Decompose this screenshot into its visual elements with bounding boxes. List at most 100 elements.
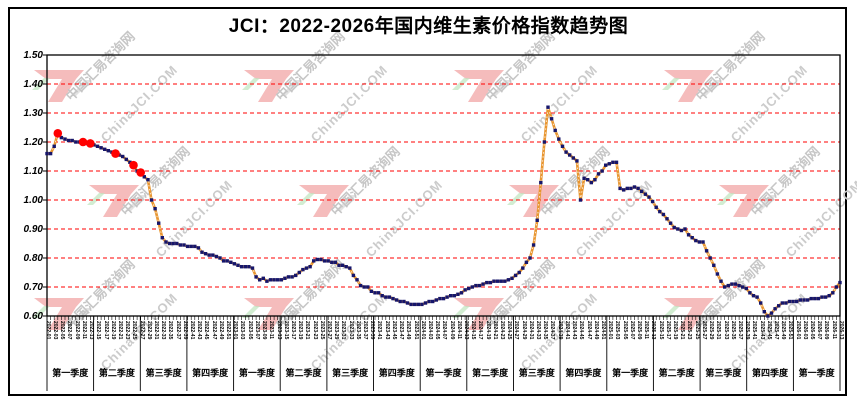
x-axis-label: 2025-23 [686, 321, 693, 340]
x-axis-label: 2025-05 [621, 321, 628, 340]
x-axis-label: 2024-03 [426, 321, 433, 340]
jci-logo-watermark [240, 292, 306, 343]
x-axis-label: 2023-41 [376, 321, 383, 340]
x-axis-label: 2024-13 [462, 321, 469, 340]
x-axis-label: 2025-03 [614, 321, 621, 340]
x-axis-label: 2024-49 [592, 321, 599, 340]
x-axis-label: 2022-51 [225, 321, 231, 340]
quarter-label: 第二季度 [285, 368, 322, 378]
x-axis-label: 2023-19 [297, 321, 304, 340]
quarter-label: 第一季度 [798, 368, 835, 378]
x-axis-label: 2022-47 [210, 321, 217, 340]
y-axis-label: 1.30 [23, 107, 43, 119]
x-axis-label: 2023-05 [246, 321, 253, 340]
x-axis-label: 2022-07 [66, 321, 73, 340]
x-axis-label: 2024-05 [434, 321, 441, 340]
x-axis-label: 2026-03 [801, 321, 808, 340]
x-axis-label: 2023-43 [383, 321, 390, 340]
x-axis-label: 2022-11 [80, 321, 87, 340]
x-axis-label: 2025-37 [736, 321, 743, 340]
x-axis-label: 2024-33 [535, 321, 541, 340]
x-axis-label: 2024-07 [441, 321, 448, 340]
x-axis-label: 2023-45 [390, 321, 397, 340]
x-axis-label: 2025-01 [607, 321, 614, 340]
x-axis-label: 2024-11 [455, 321, 462, 340]
x-axis-label: 2022-39 [181, 321, 188, 340]
x-axis-label: 2025-13 [650, 321, 657, 340]
x-axis-label: 2024-41 [563, 321, 570, 340]
quarter-label: 第二季度 [658, 368, 695, 378]
x-axis-label: 2026-01 [794, 321, 801, 340]
x-axis-label: 2025-09 [635, 321, 642, 340]
x-axis-label: 2024-37 [549, 321, 556, 340]
x-axis-label: 2022-35 [167, 321, 174, 340]
jci-logo-watermark [85, 179, 151, 230]
x-axis-label: 2024-45 [578, 321, 585, 340]
y-axis-label: 0.90 [23, 223, 43, 235]
x-axis-label: 2022-49 [217, 321, 224, 340]
quarter-label: 第四季度 [565, 368, 602, 378]
x-axis-label: 2022-09 [73, 321, 80, 340]
x-axis-label: 2022-37 [174, 321, 181, 340]
x-axis-label: 2023-21 [304, 321, 311, 340]
quarter-label: 第一季度 [238, 368, 275, 378]
x-axis-label: 2025-25 [693, 321, 700, 340]
x-axis-label: 2024-35 [542, 321, 549, 340]
x-axis-label: 2025-35 [729, 321, 736, 340]
x-axis-label: 2026-09 [823, 321, 830, 340]
quarter-label: 第一季度 [52, 368, 89, 378]
y-axis-label: 1.00 [23, 194, 43, 206]
quarter-label: 第二季度 [98, 368, 135, 378]
x-axis-label: 2025-07 [628, 321, 635, 340]
x-axis-label: 2025-21 [679, 321, 686, 340]
y-axis-label: 1.50 [23, 49, 43, 61]
x-axis-label: 2023-23 [311, 321, 318, 340]
x-axis-label: 2022-23 [124, 321, 131, 340]
x-axis-label: 2023-47 [398, 321, 404, 340]
quarter-label: 第四季度 [192, 368, 229, 378]
x-axis-label: 2025-31 [715, 321, 722, 340]
quarter-label: 第四季度 [751, 368, 788, 378]
x-axis-label: 2022-21 [116, 321, 123, 340]
x-axis-label: 2023-37 [362, 321, 368, 340]
x-axis-label: 2023-13 [275, 321, 282, 340]
x-axis-label: 2025-41 [751, 321, 758, 340]
x-axis-label: 2024-29 [520, 321, 527, 340]
x-axis-label: 2026-07 [816, 321, 823, 340]
x-axis-label: 2024-15 [470, 321, 477, 340]
x-axis-label: 2025-17 [664, 321, 671, 340]
y-axis-label: 1.40 [23, 78, 43, 90]
x-axis-label: 2024-21 [491, 321, 498, 340]
jci-logo-watermark [87, 185, 147, 217]
x-axis-label: 2024-19 [484, 321, 491, 340]
x-axis-label: 2024-43 [571, 321, 578, 340]
x-axis-label: 2023-07 [253, 321, 260, 340]
x-axis-label: 2024-39 [556, 321, 563, 340]
y-axis-label: 1.10 [23, 165, 43, 177]
x-axis-label: 2022-45 [203, 321, 210, 340]
quarter-label: 第三季度 [332, 368, 369, 378]
x-axis-label: 2022-33 [160, 321, 167, 340]
x-axis-label: 2024-09 [448, 321, 455, 340]
x-axis-label: 2023-35 [354, 321, 361, 340]
x-axis-label: 2026-13 [837, 321, 844, 340]
quarter-label: 第一季度 [612, 368, 649, 378]
x-axis-label: 2025-11 [643, 321, 650, 340]
x-axis-label: 2024-47 [585, 321, 592, 340]
quarter-label: 第一季度 [425, 368, 462, 378]
x-axis-label: 2023-03 [239, 321, 246, 340]
x-axis-label: 2022-17 [102, 321, 109, 340]
x-axis-label: 2024-31 [527, 321, 534, 340]
quarter-label: 第四季度 [378, 368, 415, 378]
x-axis-label: 2023-29 [333, 321, 340, 340]
x-axis-label: 2023-33 [347, 321, 354, 340]
x-axis-label: 2023-17 [289, 321, 296, 340]
x-axis-label: 2022-05 [59, 321, 66, 340]
x-axis-label: 2025-39 [744, 321, 751, 340]
x-axis-label: 2026-11 [830, 321, 837, 340]
x-axis-label: 2025-43 [758, 321, 765, 340]
x-axis-label: 2023-15 [282, 321, 289, 340]
y-axis-label: 0.60 [23, 310, 43, 322]
